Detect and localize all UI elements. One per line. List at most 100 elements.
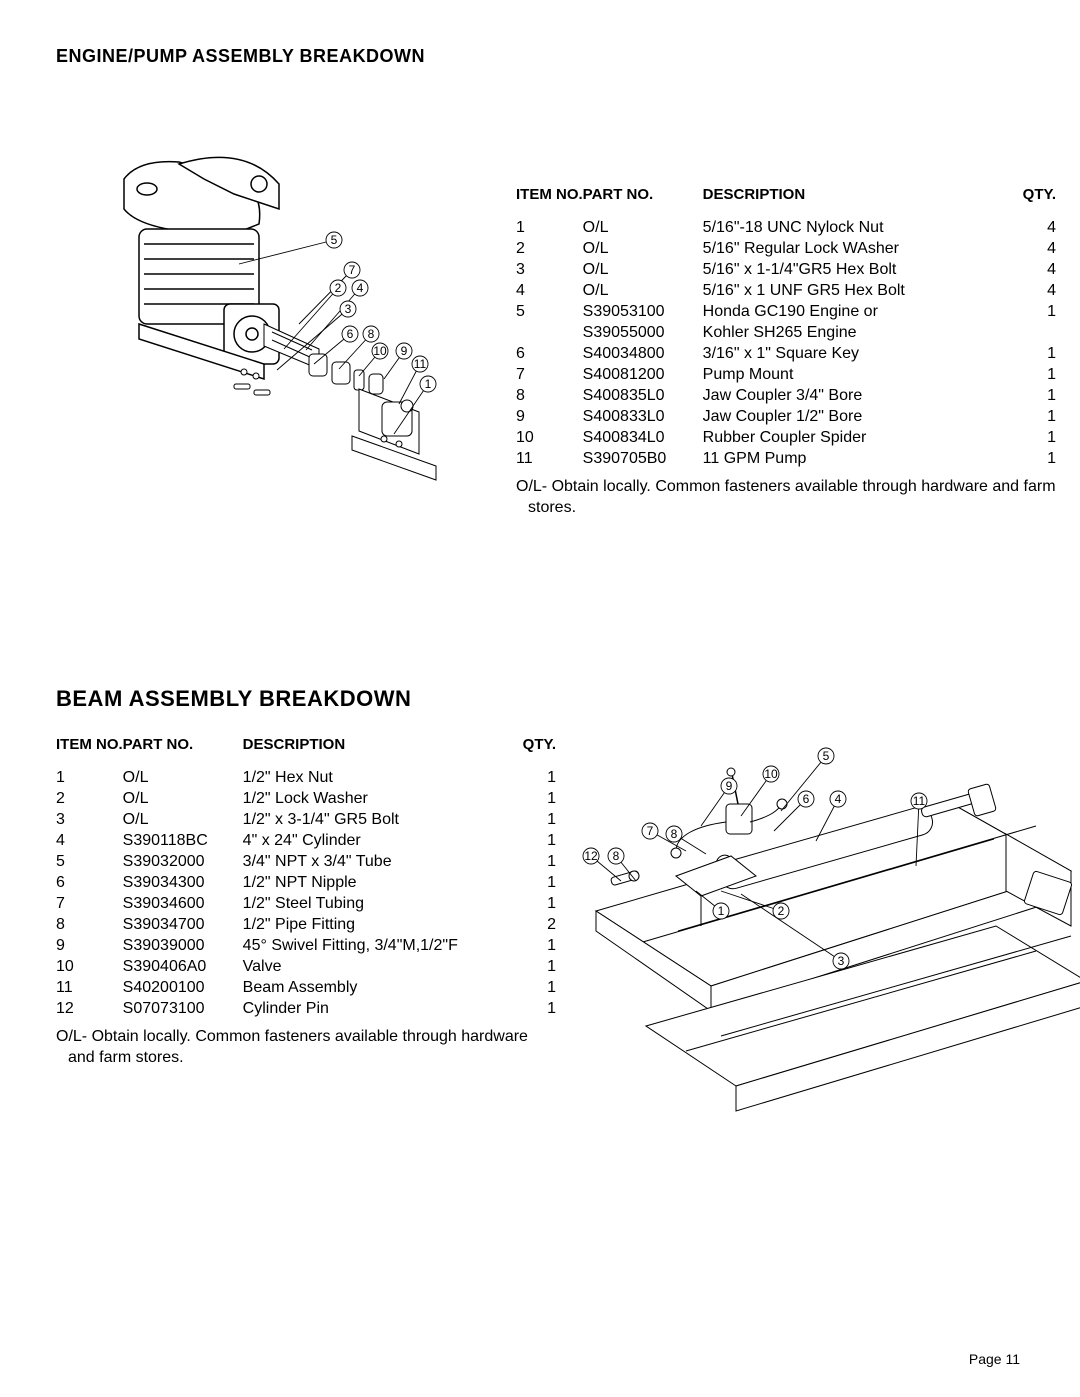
svg-text:2: 2 bbox=[335, 281, 342, 295]
cell-desc: 5/16" Regular Lock WAsher bbox=[703, 238, 1006, 259]
cell-qty: 1 bbox=[1006, 343, 1056, 364]
col-part: PART No. bbox=[123, 736, 243, 767]
cell-part: O/L bbox=[123, 767, 243, 788]
cell-qty bbox=[1006, 322, 1056, 343]
cell-part: O/L bbox=[123, 788, 243, 809]
cell-item: 3 bbox=[516, 259, 583, 280]
cell-item: 9 bbox=[516, 406, 583, 427]
cell-desc: 3/4" NPT x 3/4" Tube bbox=[243, 851, 514, 872]
cell-item bbox=[516, 322, 583, 343]
table-row: 7S390346001/2" Steel Tubing1 bbox=[56, 893, 556, 914]
cell-item: 6 bbox=[56, 872, 123, 893]
cell-part: O/L bbox=[583, 259, 703, 280]
col-desc: DESCRIPTION bbox=[243, 736, 514, 767]
col-desc: DESCRIPTION bbox=[703, 186, 1006, 217]
svg-text:3: 3 bbox=[838, 954, 845, 968]
cell-qty: 4 bbox=[1006, 217, 1056, 238]
svg-text:4: 4 bbox=[835, 792, 842, 806]
cell-part: S400835L0 bbox=[583, 385, 703, 406]
cell-part: S400834L0 bbox=[583, 427, 703, 448]
parts-table-1: ITEM No. PART No. DESCRIPTION QTY. 1O/L5… bbox=[516, 186, 1056, 469]
cell-item: 4 bbox=[56, 830, 123, 851]
cell-part: S39032000 bbox=[123, 851, 243, 872]
table-row: 9S3903900045° Swivel Fitting, 3/4"M,1/2"… bbox=[56, 935, 556, 956]
table-row: 12S07073100Cylinder Pin1 bbox=[56, 998, 556, 1019]
col-item: ITEM No. bbox=[516, 186, 583, 217]
cell-qty: 4 bbox=[1006, 280, 1056, 301]
cell-part: S39034700 bbox=[123, 914, 243, 935]
cell-part: S390118BC bbox=[123, 830, 243, 851]
table-row: 3O/L5/16" x 1-1/4"GR5 Hex Bolt4 bbox=[516, 259, 1056, 280]
beam-assembly-diagram: 5109641178128123 bbox=[526, 726, 1080, 1126]
svg-text:1: 1 bbox=[718, 904, 725, 918]
svg-text:8: 8 bbox=[613, 849, 620, 863]
table-row: 11S40200100Beam Assembly1 bbox=[56, 977, 556, 998]
cell-desc: Honda GC190 Engine or bbox=[703, 301, 1006, 322]
svg-text:7: 7 bbox=[349, 263, 356, 277]
cell-part: S39053100 bbox=[583, 301, 703, 322]
cell-desc: Cylinder Pin bbox=[243, 998, 514, 1019]
cell-desc: Valve bbox=[243, 956, 514, 977]
cell-item: 9 bbox=[56, 935, 123, 956]
cell-desc: Pump Mount bbox=[703, 364, 1006, 385]
cell-part: S390406A0 bbox=[123, 956, 243, 977]
cell-part: O/L bbox=[123, 809, 243, 830]
section2-title: BEAM ASSEMBLY BREAKDOWN bbox=[56, 686, 411, 712]
beam-assembly-section: BEAM ASSEMBLY BREAKDOWN ITEM No. PART No… bbox=[56, 686, 1024, 1246]
cell-desc: 1/2" Steel Tubing bbox=[243, 893, 514, 914]
cell-item: 5 bbox=[56, 851, 123, 872]
section1-note: O/L- Obtain locally. Common fasteners av… bbox=[516, 477, 1056, 519]
cell-desc: 1/2" Hex Nut bbox=[243, 767, 514, 788]
svg-text:5: 5 bbox=[331, 233, 338, 247]
cell-part: S40034800 bbox=[583, 343, 703, 364]
cell-part: S40081200 bbox=[583, 364, 703, 385]
cell-desc: 5/16" x 1 UNF GR5 Hex Bolt bbox=[703, 280, 1006, 301]
col-part: PART No. bbox=[583, 186, 703, 217]
cell-item: 1 bbox=[516, 217, 583, 238]
svg-text:11: 11 bbox=[414, 357, 427, 371]
table-row: 3O/L1/2" x 3-1/4" GR5 Bolt1 bbox=[56, 809, 556, 830]
svg-text:12: 12 bbox=[584, 849, 598, 863]
svg-text:5: 5 bbox=[823, 749, 830, 763]
cell-desc: 4" x 24" Cylinder bbox=[243, 830, 514, 851]
cell-item: 4 bbox=[516, 280, 583, 301]
cell-desc: 11 GPM Pump bbox=[703, 448, 1006, 469]
cell-part: S07073100 bbox=[123, 998, 243, 1019]
cell-desc: 5/16" x 1-1/4"GR5 Hex Bolt bbox=[703, 259, 1006, 280]
cell-qty: 4 bbox=[1006, 238, 1056, 259]
cell-qty: 1 bbox=[1006, 385, 1056, 406]
svg-text:10: 10 bbox=[373, 344, 387, 358]
callout-10: 10 bbox=[359, 343, 388, 376]
svg-text:6: 6 bbox=[347, 327, 354, 341]
table-row: 6S400348003/16" x 1" Square Key1 bbox=[516, 343, 1056, 364]
cell-desc: 5/16"-18 UNC Nylock Nut bbox=[703, 217, 1006, 238]
cell-item: 11 bbox=[516, 448, 583, 469]
svg-text:9: 9 bbox=[726, 779, 733, 793]
cell-part: S390705B0 bbox=[583, 448, 703, 469]
cell-item: 2 bbox=[516, 238, 583, 259]
cell-item: 8 bbox=[516, 385, 583, 406]
cell-item: 11 bbox=[56, 977, 123, 998]
table-row: 1O/L5/16"-18 UNC Nylock Nut4 bbox=[516, 217, 1056, 238]
col-item: ITEM No. bbox=[56, 736, 123, 767]
table-row: 8S390347001/2" Pipe Fitting2 bbox=[56, 914, 556, 935]
cell-qty: 1 bbox=[1006, 427, 1056, 448]
table-row: 5S390320003/4" NPT x 3/4" Tube1 bbox=[56, 851, 556, 872]
svg-text:3: 3 bbox=[345, 302, 352, 316]
col-qty: QTY. bbox=[1006, 186, 1056, 217]
page-number: Page 11 bbox=[969, 1351, 1020, 1367]
svg-text:10: 10 bbox=[764, 767, 778, 781]
svg-text:8: 8 bbox=[671, 827, 678, 841]
cell-desc: 1/2" NPT Nipple bbox=[243, 872, 514, 893]
cell-desc: Rubber Coupler Spider bbox=[703, 427, 1006, 448]
cell-desc: Jaw Coupler 1/2" Bore bbox=[703, 406, 1006, 427]
cell-desc: Kohler SH265 Engine bbox=[703, 322, 1006, 343]
callout-6: 6 bbox=[314, 326, 358, 364]
callout-9: 9 bbox=[384, 343, 412, 379]
cell-part: O/L bbox=[583, 238, 703, 259]
table-row: 7S40081200Pump Mount1 bbox=[516, 364, 1056, 385]
table-row: 6S390343001/2" NPT Nipple1 bbox=[56, 872, 556, 893]
svg-text:7: 7 bbox=[647, 824, 654, 838]
cell-desc: 1/2" x 3-1/4" GR5 Bolt bbox=[243, 809, 514, 830]
cell-desc: Jaw Coupler 3/4" Bore bbox=[703, 385, 1006, 406]
